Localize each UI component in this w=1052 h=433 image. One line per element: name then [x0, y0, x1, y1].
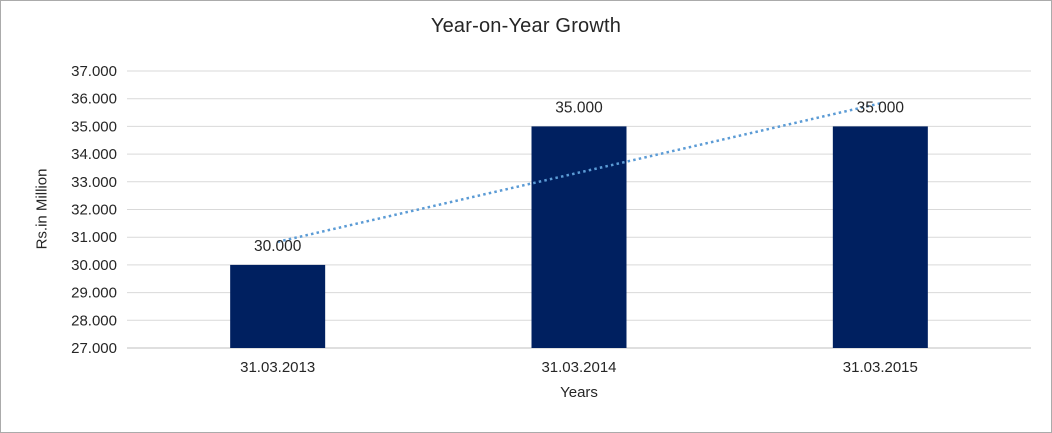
- y-tick-label: 35.000: [71, 118, 117, 135]
- y-tick-label: 29.000: [71, 285, 117, 302]
- chart-title: Year-on-Year Growth: [430, 15, 622, 37]
- x-tick-label: 31.03.2015: [843, 359, 918, 376]
- y-tick-label: 33.000: [71, 174, 117, 191]
- x-axis-title: Years: [560, 384, 598, 401]
- bar-data-label: 35.000: [555, 99, 603, 116]
- y-tick-label: 34.000: [71, 146, 117, 163]
- bar: [531, 126, 627, 349]
- x-tick-label: 31.03.2013: [240, 359, 315, 376]
- y-tick-label: 32.000: [71, 202, 117, 219]
- y-tick-label: 31.000: [71, 229, 117, 246]
- y-tick-label: 36.000: [71, 91, 117, 108]
- bar: [832, 126, 928, 349]
- y-tick-label: 37.000: [71, 63, 117, 80]
- bar: [230, 264, 326, 348]
- y-tick-label: 28.000: [71, 312, 117, 329]
- trendline: [277, 102, 881, 244]
- bar-data-label: 35.000: [857, 99, 905, 116]
- y-tick-label: 30.000: [71, 257, 117, 274]
- y-tick-label: 27.000: [71, 340, 117, 357]
- x-tick-label: 31.03.2014: [541, 359, 616, 376]
- bar-data-label: 30.000: [254, 238, 302, 255]
